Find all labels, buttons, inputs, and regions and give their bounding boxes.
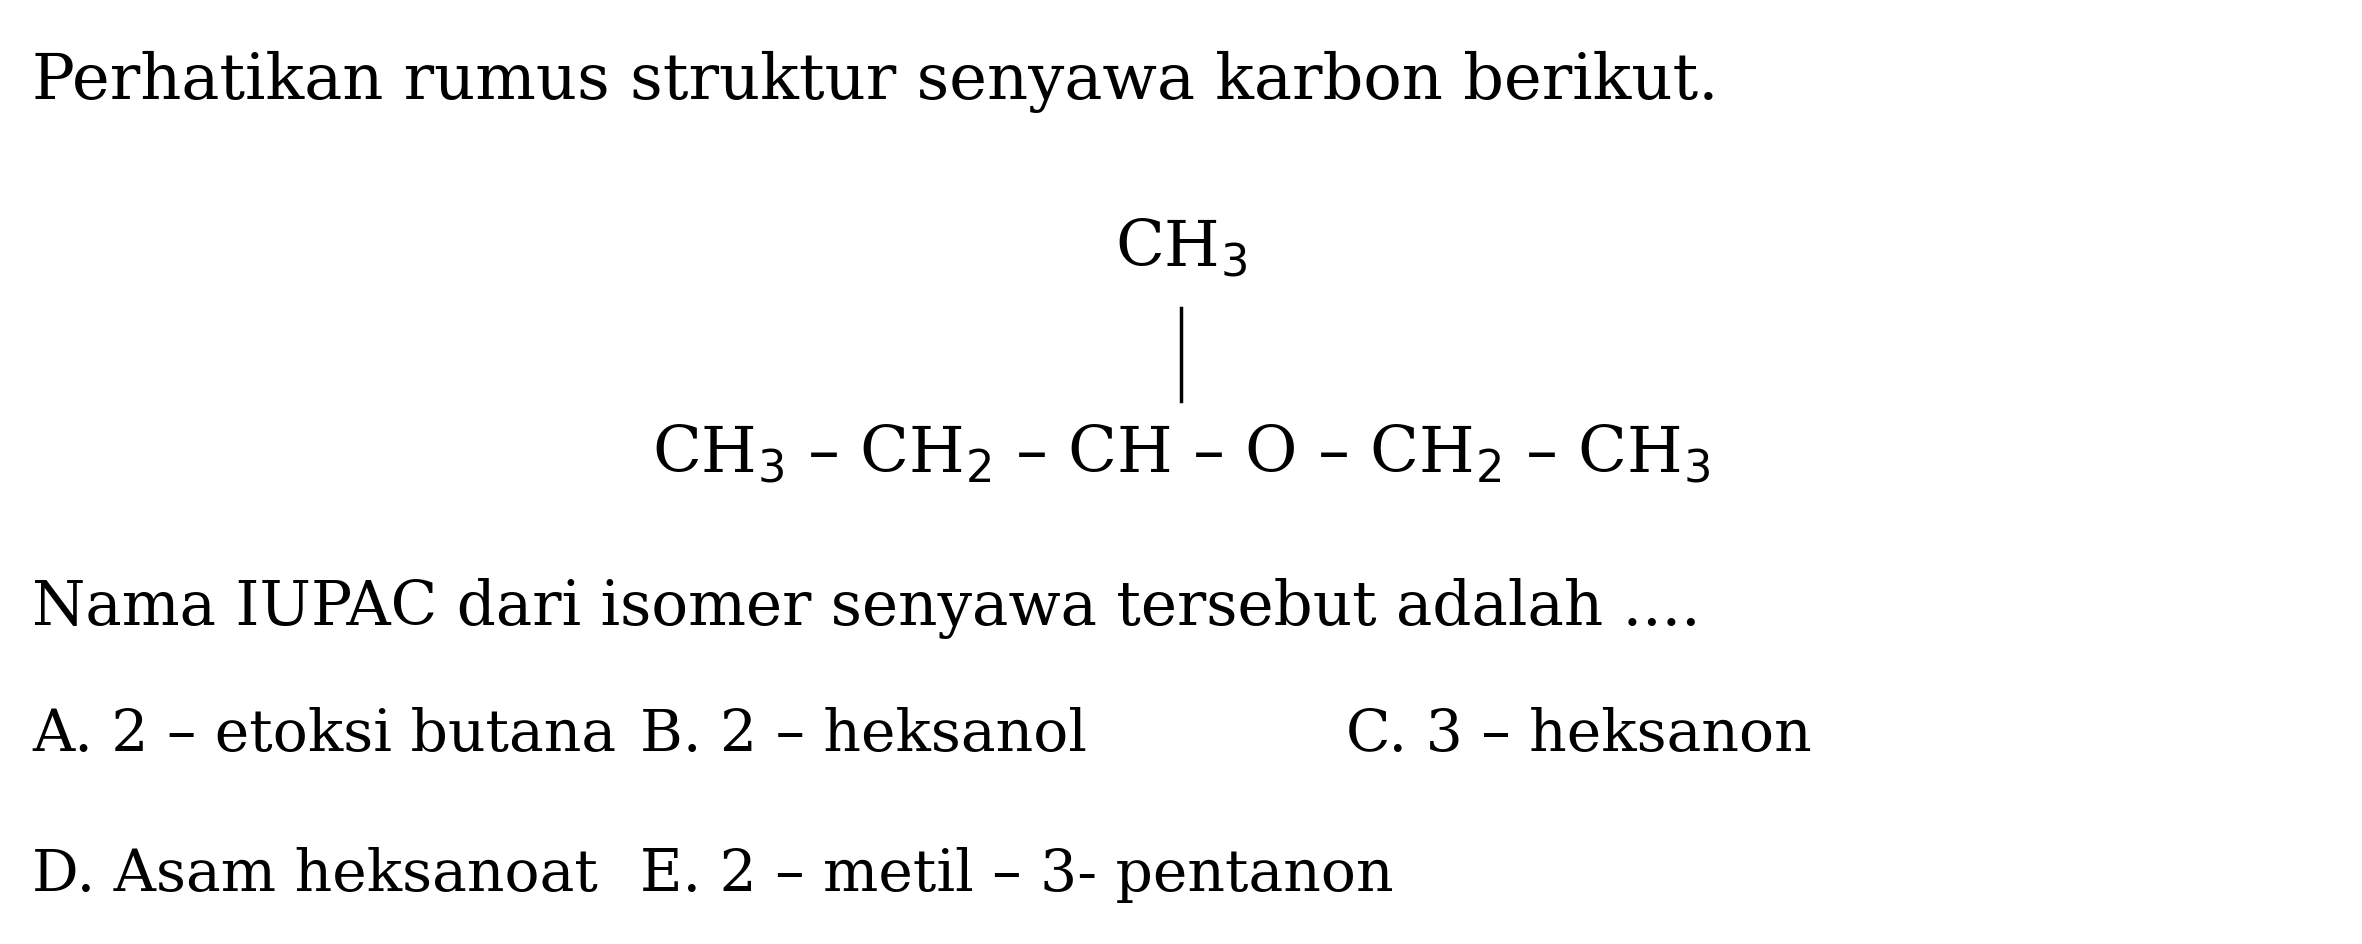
Text: D. Asam heksanoat: D. Asam heksanoat [33,847,598,902]
Text: Nama IUPAC dari isomer senyawa tersebut adalah ....: Nama IUPAC dari isomer senyawa tersebut … [33,577,1701,638]
Text: Perhatikan rumus struktur senyawa karbon berikut.: Perhatikan rumus struktur senyawa karbon… [33,51,1720,113]
Text: CH$_3$: CH$_3$ [1115,216,1247,278]
Text: B. 2 – heksanol: B. 2 – heksanol [640,706,1087,762]
Text: A. 2 – etoksi butana: A. 2 – etoksi butana [33,706,616,762]
Text: E. 2 – metil – 3- pentanon: E. 2 – metil – 3- pentanon [640,847,1394,902]
Text: CH$_3$ – CH$_2$ – CH – O – CH$_2$ – CH$_3$: CH$_3$ – CH$_2$ – CH – O – CH$_2$ – CH$_… [652,422,1710,484]
Text: C. 3 – heksanon: C. 3 – heksanon [1346,706,1812,762]
